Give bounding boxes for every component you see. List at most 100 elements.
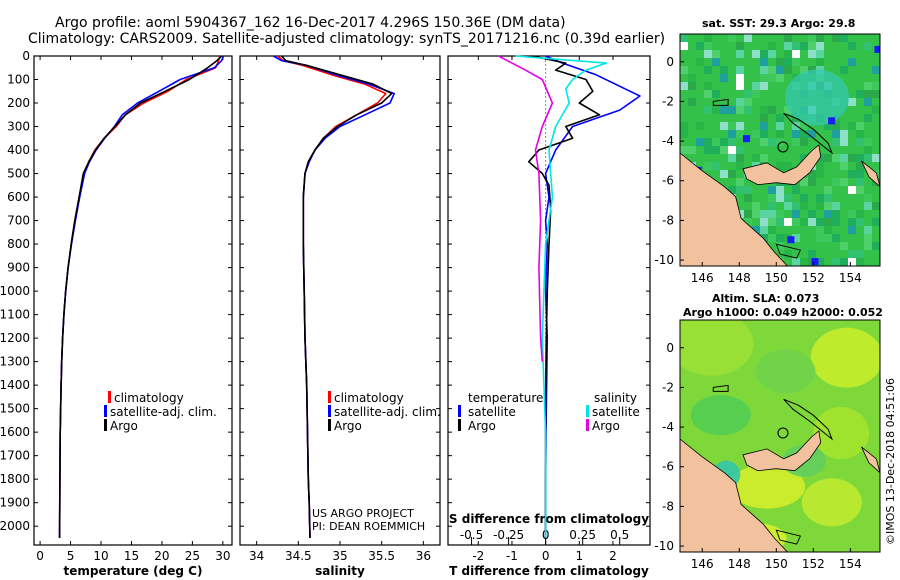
plot-frame	[33, 55, 233, 546]
y-tick-label: 700	[7, 214, 30, 228]
sst-cell	[808, 210, 816, 218]
sst-cell	[792, 202, 800, 210]
sst-cell	[872, 242, 880, 250]
sst-cell	[784, 34, 792, 42]
sst-cell	[752, 210, 760, 218]
sst-cell	[816, 258, 824, 266]
sst-cell	[856, 218, 864, 226]
sst-cell	[856, 258, 864, 266]
sst-cell	[864, 234, 872, 242]
x-tick-label: 36	[416, 549, 431, 563]
sst-cell	[864, 242, 872, 250]
sst-cell	[744, 218, 752, 226]
sst-cell	[776, 234, 784, 242]
legend-swatch-argo	[104, 419, 107, 431]
sst-cell	[808, 170, 816, 178]
sst-cell	[792, 258, 800, 266]
sst-cell	[816, 162, 824, 170]
y-tick-label: 1200	[0, 331, 30, 345]
sst-cell	[768, 106, 776, 114]
sst-cell	[736, 122, 744, 130]
legend-targo-label: Argo	[468, 419, 496, 433]
header-title: Argo profile: aoml 5904367_162 16-Dec-20…	[55, 15, 566, 31]
sst-cell	[712, 146, 720, 154]
sst-cell	[688, 98, 696, 106]
sla-blob	[813, 407, 870, 460]
sst-cell	[816, 226, 824, 234]
sst-cell	[792, 234, 800, 242]
sst-cell	[824, 194, 832, 202]
lon-tick-label: 154	[839, 557, 862, 571]
map-frame	[679, 33, 881, 267]
sla-map: 146 148 150 152 154 0 -2 -4 -6 -8 -10	[654, 319, 881, 571]
sst-cell	[696, 138, 704, 146]
sst-cell	[840, 66, 848, 74]
sst-cell	[776, 130, 784, 138]
sst-cell	[808, 218, 816, 226]
sst-cell	[720, 122, 728, 130]
plot-frame	[447, 55, 651, 546]
y-tick-label: 500	[7, 167, 30, 181]
y-tick-label: 900	[7, 261, 30, 275]
sst-cell	[824, 202, 832, 210]
new-britain-land	[742, 430, 822, 472]
sst-cell	[872, 66, 880, 74]
sst-cell	[864, 138, 872, 146]
sst-cell	[776, 122, 784, 130]
sst-cell	[760, 82, 768, 90]
sst-cell	[744, 90, 752, 98]
sst-cell	[760, 106, 768, 114]
y-tick-label: 100	[7, 73, 30, 87]
sst-map: 146 148 150 152 154 0 -2 -4 -6 -8 -10	[654, 33, 881, 285]
series-satellite-adj-clim-	[58, 55, 225, 538]
sst-cell	[816, 218, 824, 226]
sst-cell	[736, 82, 744, 90]
sst-cell	[832, 154, 840, 162]
sst-cell	[704, 162, 712, 170]
sst-cell	[760, 234, 768, 242]
sla-blob	[729, 464, 806, 509]
sst-cell	[720, 66, 728, 74]
y-tick-label: 600	[7, 190, 30, 204]
bougainville-land	[861, 160, 880, 188]
sst-cell	[808, 178, 816, 186]
sst-cell	[800, 194, 808, 202]
sst-cell	[736, 106, 744, 114]
sst-cell	[816, 202, 824, 210]
legend-swatch-clim	[328, 391, 331, 403]
sst-cell	[736, 130, 744, 138]
lat-tick-label: -6	[662, 174, 674, 188]
sst-cell	[704, 66, 712, 74]
credit-line2: PI: DEAN ROEMMICH	[312, 520, 425, 533]
legend-swatch-tsat	[458, 405, 461, 417]
sst-cell	[680, 122, 688, 130]
sst-cell	[816, 34, 824, 42]
sst-cell	[824, 218, 832, 226]
x-tick-label: 35	[332, 549, 347, 563]
sst-cell	[784, 162, 792, 170]
lat-tick-label: 0	[666, 55, 674, 69]
sst-cell	[832, 202, 840, 210]
lat-tick-label: -4	[662, 420, 674, 434]
sst-cell	[736, 98, 744, 106]
sst-cell	[736, 66, 744, 74]
cold-cell	[787, 236, 795, 244]
x-axis-label: temperature (deg C)	[64, 564, 203, 578]
sst-cell	[760, 66, 768, 74]
sst-cell	[736, 178, 744, 186]
sst-cell	[808, 250, 816, 258]
plot-frame	[239, 55, 441, 546]
sst-cell	[776, 66, 784, 74]
sst-cell	[840, 162, 848, 170]
sst-cell	[736, 42, 744, 50]
legend-clim-label: climatology	[114, 391, 184, 405]
sst-cell	[816, 194, 824, 202]
legend-swatch-sat	[328, 405, 331, 417]
sst-cell	[744, 186, 752, 194]
sst-cell	[776, 218, 784, 226]
lat-tick-label: 0	[666, 341, 674, 355]
x-tick-label: 35.5	[368, 549, 395, 563]
legend-swatch-targo	[458, 419, 461, 431]
sst-cell	[792, 138, 800, 146]
